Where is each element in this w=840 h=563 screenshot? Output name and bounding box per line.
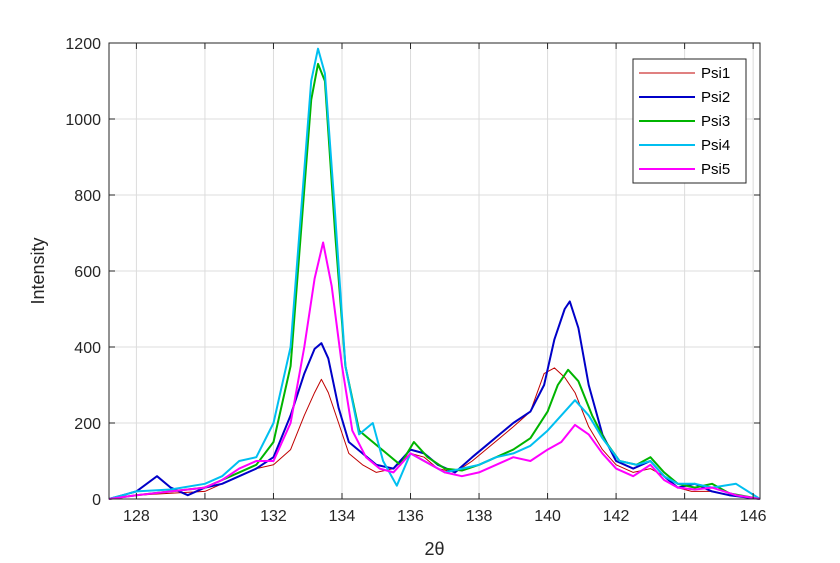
legend-label: Psi1	[701, 65, 730, 82]
legend-label: Psi2	[701, 89, 730, 106]
series-line-psi1	[108, 367, 761, 500]
x-tick-label: 138	[466, 508, 493, 525]
x-tick-label: 142	[603, 508, 630, 525]
y-tick-label: 1000	[65, 112, 101, 129]
x-tick-label: 128	[123, 508, 150, 525]
x-tick-label: 146	[740, 508, 767, 525]
axis-ticks: 128 130 132 134 136 138 140 142 144 146 0 200 400 600…	[65, 36, 766, 525]
series-layer	[108, 47, 761, 500]
y-tick-label: 1200	[65, 36, 101, 53]
y-tick-label: 0	[92, 492, 101, 509]
x-axis-label: 2θ	[424, 539, 444, 559]
legend: Psi1 Psi2 Psi3 Psi4 Psi5	[632, 58, 747, 184]
x-tick-label: 140	[534, 508, 561, 525]
series-line-psi5	[108, 241, 761, 500]
y-tick-label: 800	[74, 188, 101, 205]
y-tick-label: 600	[74, 264, 101, 281]
x-tick-label: 132	[260, 508, 287, 525]
x-tick-label: 136	[397, 508, 424, 525]
legend-label: Psi3	[701, 113, 730, 130]
x-tick-label: 134	[329, 508, 356, 525]
y-tick-label: 200	[74, 416, 101, 433]
legend-label: Psi4	[701, 137, 730, 154]
x-tick-label: 130	[192, 508, 219, 525]
x-tick-label: 144	[671, 508, 698, 525]
y-tick-label: 400	[74, 340, 101, 357]
legend-label: Psi5	[701, 161, 730, 178]
y-axis-label: Intensity	[28, 237, 48, 304]
